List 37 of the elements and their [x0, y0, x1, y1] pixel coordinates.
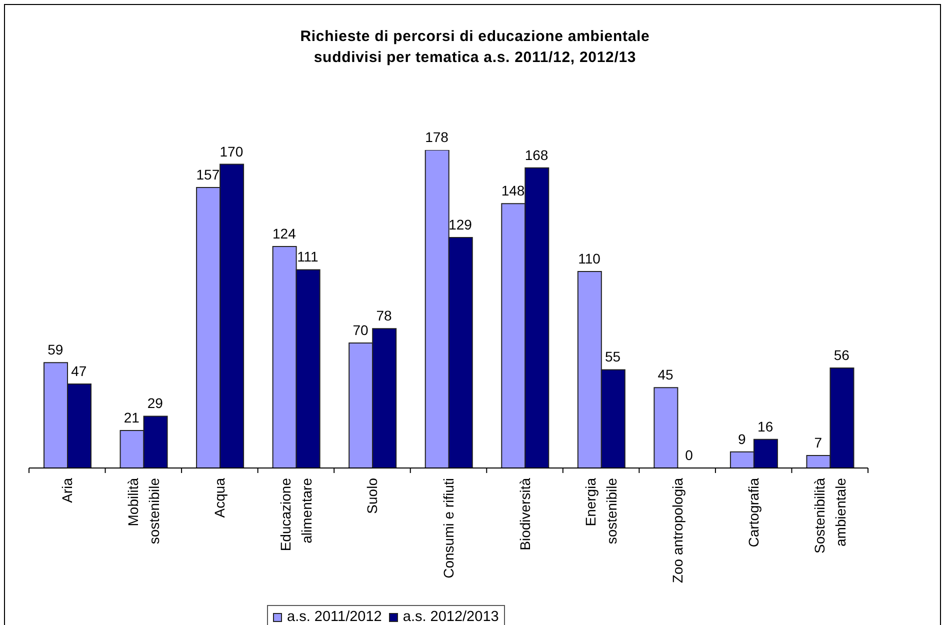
- legend-label: a.s. 2011/2012: [287, 609, 382, 625]
- x-tick-label: Biodiversità: [516, 478, 533, 550]
- data-label: 47: [71, 363, 87, 380]
- x-tick-label: Cartografia: [746, 478, 762, 548]
- data-label: 45: [658, 366, 674, 383]
- data-label: 148: [501, 182, 525, 199]
- data-label: 178: [425, 129, 449, 145]
- data-label: 59: [48, 342, 64, 358]
- x-tick-label: Suolo: [364, 478, 380, 514]
- data-label: 16: [758, 418, 774, 434]
- chart-title: Richieste di percorsi di educazione ambientale suddivisi per tematica a.s. 2011/12, 2012/13: [299, 27, 651, 68]
- x-tick-label: Educazione alimentare: [277, 478, 314, 552]
- data-label: 29: [147, 395, 164, 412]
- data-label: 7: [814, 434, 822, 450]
- data-label: 21: [124, 409, 140, 426]
- x-tick-label: Acqua: [212, 478, 228, 518]
- x-tick-label: Mobilità sostenibile: [124, 478, 162, 544]
- x-tick-label: Sostenibilità ambientale: [811, 478, 848, 554]
- data-label: 9: [738, 430, 746, 447]
- bar: [654, 387, 678, 468]
- data-label: 170: [220, 143, 244, 160]
- data-label: 0: [685, 447, 694, 463]
- x-tick-label: Zoo antropologia: [669, 478, 686, 584]
- x-tick-label: Aria: [59, 478, 76, 503]
- data-label: 168: [524, 146, 548, 163]
- data-label: 78: [376, 308, 392, 324]
- x-tick-label: Consumi e rifiuti: [440, 478, 456, 578]
- data-label: 111: [297, 248, 319, 265]
- data-label: 129: [448, 216, 472, 233]
- data-label: 56: [834, 346, 850, 363]
- data-label: 70: [352, 322, 368, 338]
- legend-label: a.s. 2012/2013: [402, 609, 499, 625]
- data-label: 55: [605, 348, 621, 365]
- data-label: 110: [578, 250, 601, 266]
- data-label: 157: [196, 166, 220, 183]
- x-tick-label: Energia sostenibile: [582, 478, 620, 544]
- data-label: 124: [272, 225, 296, 242]
